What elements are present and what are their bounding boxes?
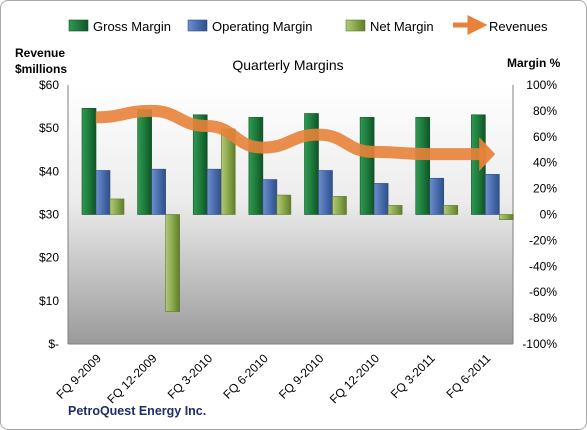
bar-net-margin xyxy=(499,214,514,220)
bar-gross-margin xyxy=(137,109,152,215)
x-tick-label: FQ 6-2011 xyxy=(443,351,493,401)
bar-net-margin xyxy=(443,205,459,215)
left-axis-title-line2: $millions xyxy=(15,62,67,76)
right-axis-title: Margin % xyxy=(507,56,561,70)
legend-swatch-net xyxy=(345,19,366,32)
bar-operating-margin xyxy=(318,170,333,215)
bar-gross-margin xyxy=(248,117,264,215)
legend: Gross Margin Operating Margin Net Margin… xyxy=(68,15,548,35)
right-axis-tick-label: -80% xyxy=(529,311,557,325)
right-axis-tick-label: 80% xyxy=(533,104,557,118)
x-tick-label: FQ 12-2010 xyxy=(327,351,382,406)
left-axis-title-line1: Revenue xyxy=(15,46,65,60)
right-axis-tick-label: -20% xyxy=(529,233,557,247)
right-axis-tick-label: -60% xyxy=(529,285,557,299)
left-axis-tick-label: $40 xyxy=(39,164,59,178)
legend-label-operating: Operating Margin xyxy=(212,19,312,34)
left-axis-tick-label: $- xyxy=(48,337,59,351)
left-axis-tick-label: $20 xyxy=(39,251,59,265)
legend-label-net: Net Margin xyxy=(370,19,434,34)
left-axis-tick-label: $30 xyxy=(39,208,59,222)
bar-net-margin xyxy=(276,194,292,215)
x-tick-label: FQ 6-2010 xyxy=(220,351,271,402)
bar-gross-margin xyxy=(192,114,208,215)
bar-operating-margin xyxy=(206,168,222,215)
right-axis-tick-label: -40% xyxy=(529,259,557,273)
x-tick-label: FQ 9-2009 xyxy=(53,351,104,402)
bar-operating-margin xyxy=(429,177,445,215)
chart-title: Quarterly Margins xyxy=(232,57,343,73)
right-axis-tick-label: 20% xyxy=(533,182,557,196)
company-name: PetroQuest Energy Inc. xyxy=(68,404,206,418)
bar-gross-margin xyxy=(471,114,486,215)
bar-gross-margin xyxy=(359,117,375,215)
legend-label-gross: Gross Margin xyxy=(93,19,171,34)
right-axis-tick-label: 40% xyxy=(533,156,557,170)
bar-net-margin xyxy=(387,205,403,215)
x-tick-label: FQ 9-2010 xyxy=(276,351,327,402)
left-axis-tick-label: $60 xyxy=(39,78,59,92)
revenue-line xyxy=(95,104,486,161)
bar-gross-margin xyxy=(304,113,319,215)
left-axis-tick-label: $50 xyxy=(39,121,59,135)
x-tick-label: FQ 3-2010 xyxy=(165,351,216,402)
legend-swatch-operating xyxy=(187,19,208,32)
right-axis-tick-label: 0% xyxy=(540,208,558,222)
right-axis-tick-label: 60% xyxy=(533,130,557,144)
bar-operating-margin xyxy=(95,170,111,215)
bar-gross-margin xyxy=(81,108,97,215)
bar-gross-margin xyxy=(415,117,431,215)
x-tick-label: FQ 3-2011 xyxy=(388,351,438,401)
legend-label-revenue: Revenues xyxy=(489,19,548,34)
bar-operating-margin xyxy=(485,174,500,215)
bar-operating-margin xyxy=(151,168,166,215)
revenue-arrowhead xyxy=(479,137,496,172)
left-axis-tick-label: $10 xyxy=(39,294,59,308)
right-axis-tick-label: 100% xyxy=(526,78,557,92)
x-tick-label: FQ 12-2009 xyxy=(104,351,159,406)
bar-operating-margin xyxy=(262,179,278,215)
bar-operating-margin xyxy=(373,183,389,215)
legend-swatch-gross xyxy=(68,19,89,32)
bar-net-margin xyxy=(165,214,180,312)
right-axis-tick-label: -100% xyxy=(522,337,557,351)
bar-net-margin xyxy=(109,198,125,215)
bar-net-margin xyxy=(332,196,347,215)
